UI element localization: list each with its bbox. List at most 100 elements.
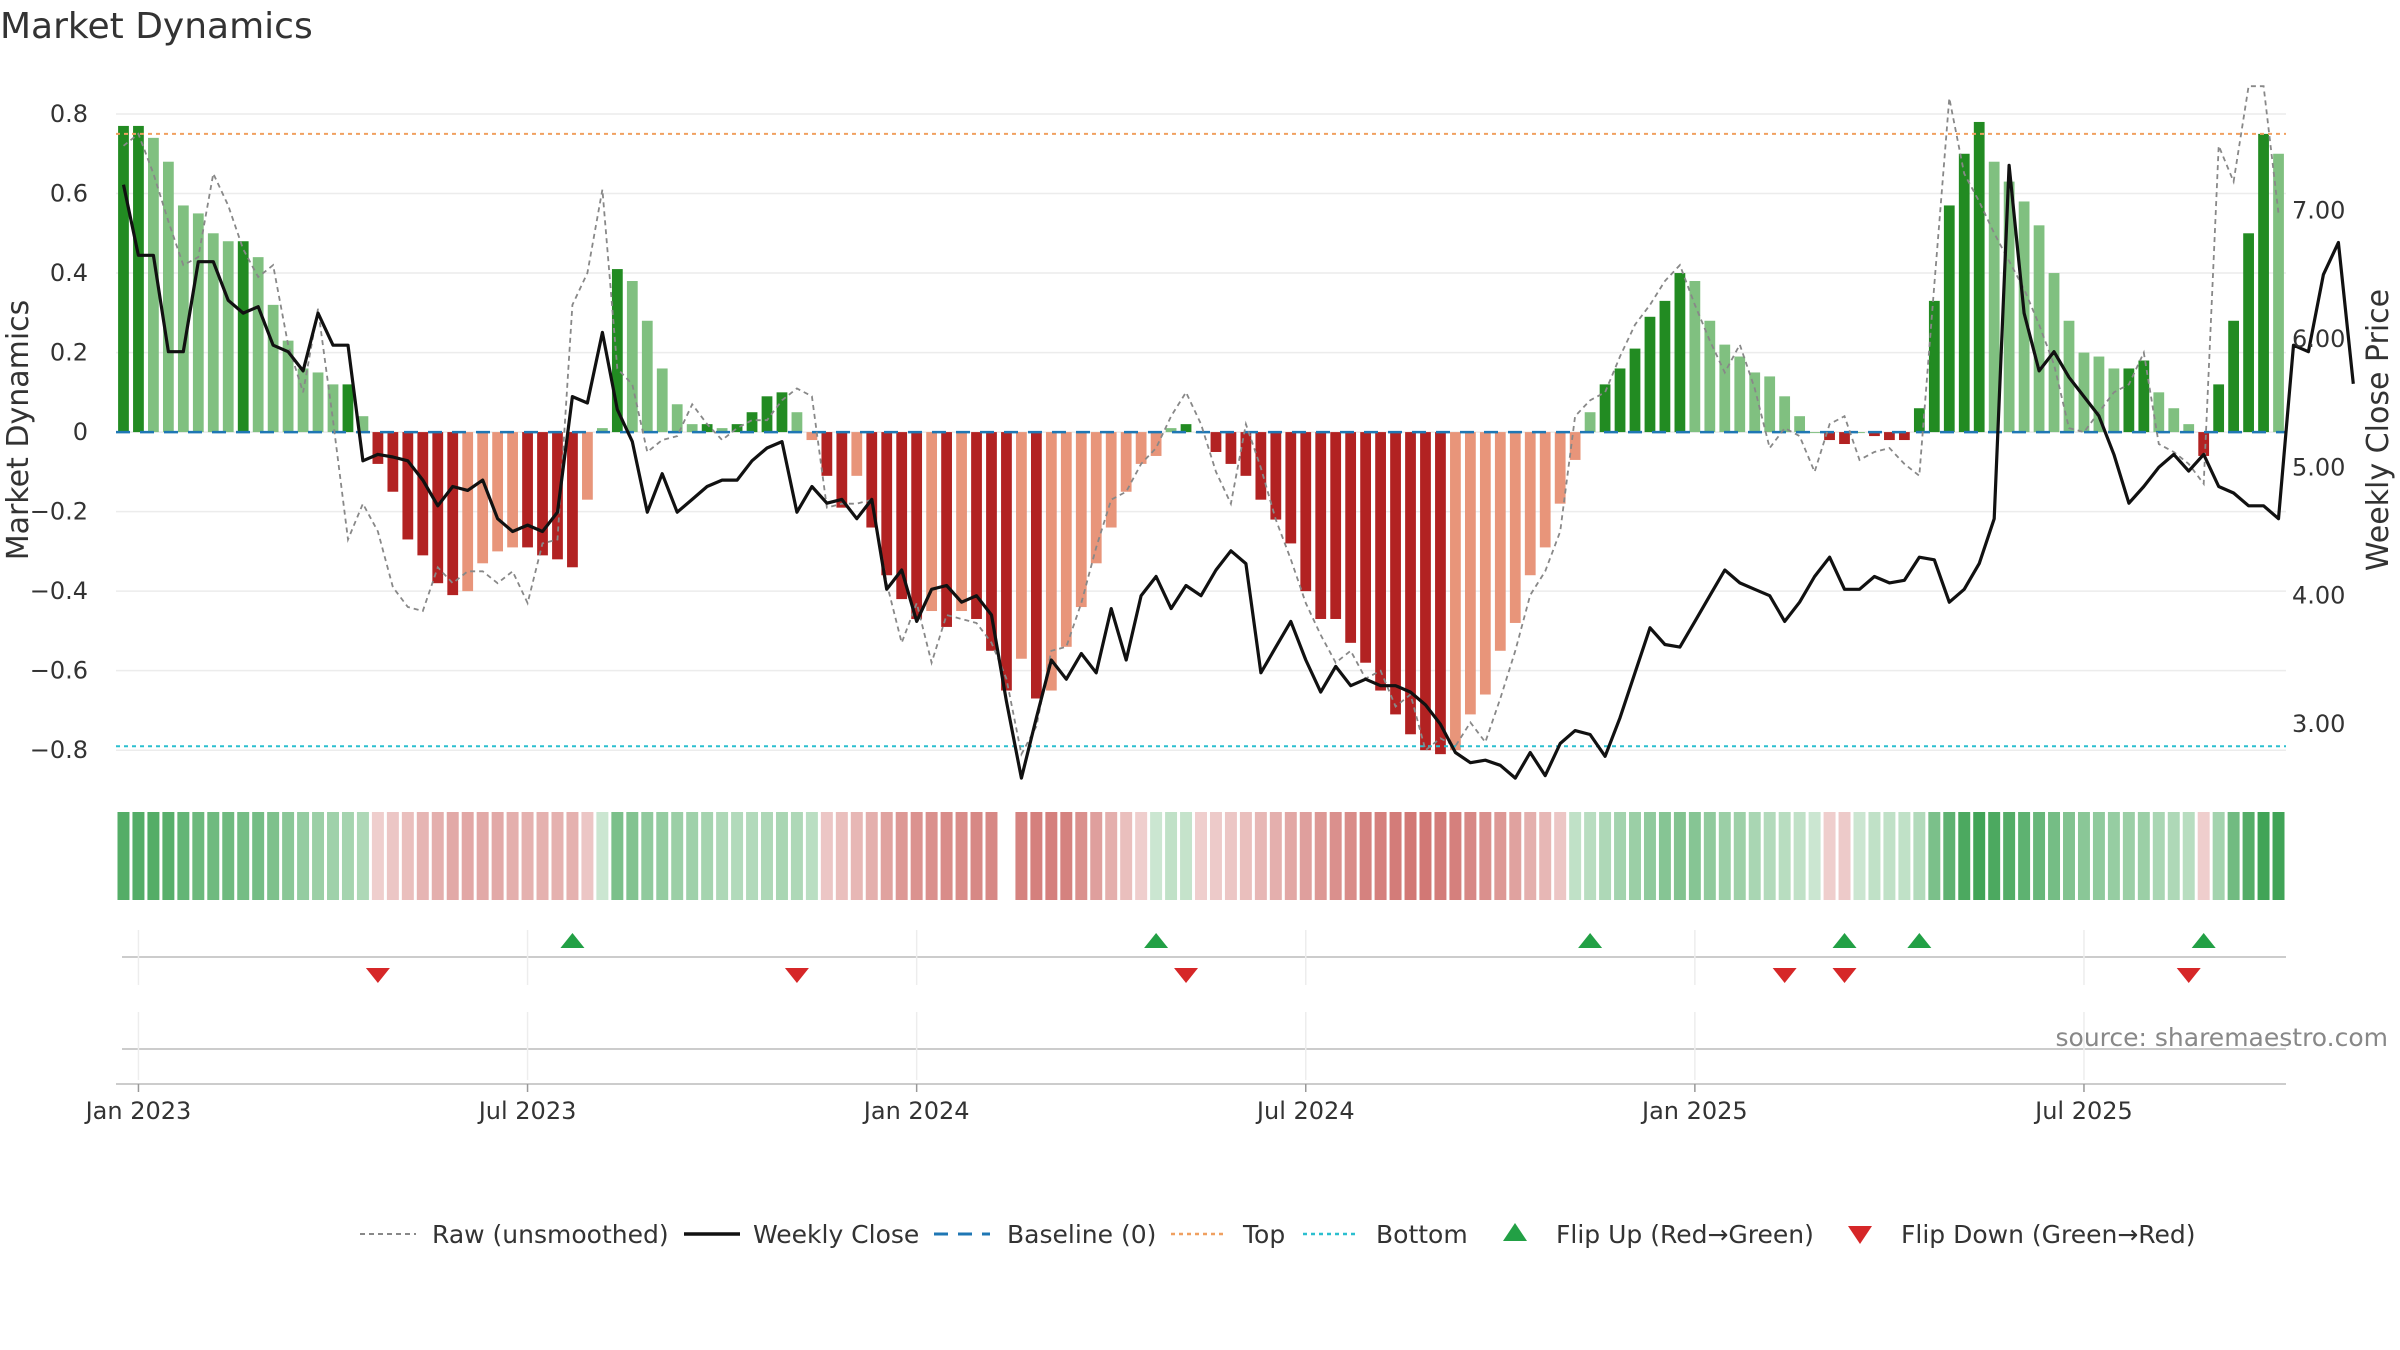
md-bar (911, 432, 923, 619)
regime-cell (1509, 812, 1522, 900)
md-bar (2228, 320, 2240, 433)
md-bar (552, 432, 563, 560)
regime-cell (970, 812, 983, 900)
regime-cell (297, 812, 310, 900)
regime-cell (820, 812, 833, 900)
md-bar (821, 432, 833, 476)
md-bar (1539, 432, 1551, 548)
regime-cell (1838, 812, 1851, 900)
regime-cell (2048, 812, 2061, 900)
regime-cell (1090, 812, 1103, 900)
regime-cell (371, 812, 384, 900)
md-bar (1210, 432, 1222, 452)
md-bar (1390, 432, 1401, 715)
md-bar (1165, 428, 1177, 433)
md-bar (1345, 432, 1357, 643)
regime-cell (2107, 812, 2120, 900)
regime-cell (1224, 812, 1237, 900)
md-bar (716, 428, 728, 433)
regime-cell (1658, 812, 1671, 900)
regime-cell (1823, 812, 1836, 900)
regime-cell (1988, 812, 2001, 900)
empty-panel (116, 1012, 2286, 1085)
flip-down-marker (784, 968, 809, 983)
weekly-close-line (121, 163, 2355, 780)
md-bar (1988, 161, 2000, 433)
md-bar (1090, 432, 1102, 564)
regime-cell (626, 812, 639, 900)
legend-label: Baseline (0) (1007, 1220, 1156, 1249)
regime-cell (895, 812, 908, 900)
md-bar (2108, 368, 2120, 433)
md-bar (567, 432, 578, 568)
md-bar (1659, 300, 1671, 433)
md-bar (402, 432, 414, 540)
regime-cell (1943, 812, 1956, 900)
legend-flip-up-swatch (1503, 1223, 1527, 1241)
md-bar (192, 213, 204, 433)
md-bar (1973, 121, 1985, 433)
regime-cell (880, 812, 893, 900)
regime-cell (1643, 812, 1656, 900)
md-bar (1554, 432, 1566, 504)
md-bar (1809, 432, 1820, 434)
md-bar (252, 257, 264, 433)
md-bar (971, 432, 982, 619)
regime-cell (386, 812, 399, 900)
regime-cell (312, 812, 325, 900)
regime-cell (581, 812, 594, 900)
flip-panel (122, 930, 2286, 985)
regime-cell (1180, 812, 1193, 900)
regime-cell (1539, 812, 1552, 900)
regime-cell (1344, 812, 1357, 900)
md-bar (1794, 416, 1806, 433)
regime-cell (2092, 812, 2105, 900)
x-tick-label: Jan 2025 (1640, 1097, 1748, 1125)
md-bar (1599, 384, 1611, 433)
md-bar (1360, 432, 1372, 663)
md-bar (2213, 384, 2225, 433)
regime-cell (341, 812, 354, 900)
md-bar (1854, 432, 1865, 434)
legend-label: Top (1242, 1220, 1285, 1249)
md-bar (133, 125, 144, 433)
regime-cell (805, 812, 818, 900)
legend-label: Flip Down (Green→Red) (1901, 1220, 2196, 1249)
md-bar (1450, 432, 1461, 751)
x-tick-label: Jul 2025 (2033, 1097, 2133, 1125)
md-bar (1016, 432, 1027, 659)
regime-cell (955, 812, 968, 900)
y-tick-label: −0.6 (30, 657, 88, 685)
x-tick-label: Jan 2023 (84, 1097, 192, 1125)
regime-cell (716, 812, 729, 900)
lines (121, 85, 2355, 780)
regime-cell (2212, 812, 2225, 900)
regime-cell (446, 812, 459, 900)
y-tick-label: −0.4 (30, 577, 88, 605)
regime-cell (162, 812, 175, 900)
md-bar (447, 432, 459, 596)
y-tick-label: −0.8 (30, 736, 88, 764)
regime-cell (327, 812, 339, 900)
md-bar (2273, 153, 2284, 433)
regime-cell (1015, 812, 1028, 900)
md-bar (881, 432, 893, 576)
md-bar (2033, 225, 2045, 433)
regime-cell (835, 812, 848, 900)
regime-cell (252, 812, 265, 900)
regime-cell (237, 812, 250, 900)
md-bar (806, 432, 818, 441)
regime-cell (1599, 812, 1612, 900)
flip-up-marker (1832, 933, 1857, 948)
legend-label: Weekly Close (753, 1220, 919, 1249)
y-tick-label: 0.8 (50, 100, 88, 128)
md-bar (2243, 233, 2254, 433)
regime-cell (207, 812, 220, 900)
regime-cell (1703, 812, 1716, 900)
md-bar (866, 432, 878, 528)
regime-cell (2182, 812, 2195, 900)
raw-unsmoothed-line (122, 85, 2280, 757)
md-bar (282, 340, 294, 433)
md-bar (1060, 432, 1072, 647)
regime-cell (1614, 812, 1627, 900)
